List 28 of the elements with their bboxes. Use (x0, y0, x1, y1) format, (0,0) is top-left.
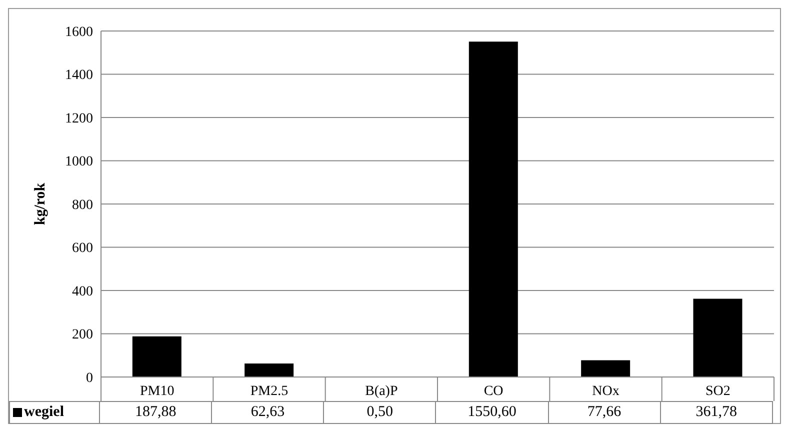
bar (693, 298, 742, 377)
bar (468, 42, 518, 377)
data-label: 1550,60 (436, 401, 549, 424)
y-tick-label: 1200 (65, 111, 93, 126)
y-tick-label: 0 (86, 370, 93, 386)
y-tick-label: 800 (72, 198, 93, 213)
y-tick-label: 1400 (65, 68, 93, 84)
data-label: 0,50 (324, 401, 436, 424)
y-tick-label: 1000 (65, 154, 93, 170)
bar (581, 360, 630, 377)
x-tick-label: SO2 (705, 384, 730, 399)
bar (132, 336, 182, 377)
x-tick-label: CO (484, 384, 504, 399)
y-tick-label: 1600 (65, 24, 93, 40)
data-label: 77,66 (548, 401, 661, 424)
y-tick-label: 200 (72, 328, 93, 343)
data-label: 361,78 (660, 401, 773, 424)
x-tick-label: B(a)P (365, 384, 398, 399)
y-tick-label: 600 (72, 241, 93, 256)
legend-label: wegiel (9, 401, 100, 424)
y-tick-label: 400 (72, 284, 93, 300)
y-axis-title: kg/rok (32, 182, 48, 226)
x-tick-label: PM10 (140, 384, 174, 399)
bar (244, 363, 294, 377)
data-label: 62,63 (212, 401, 324, 424)
x-tick-label: PM2.5 (250, 384, 288, 399)
x-tick-label: NOx (592, 384, 620, 399)
data-label: 187,88 (100, 401, 212, 424)
